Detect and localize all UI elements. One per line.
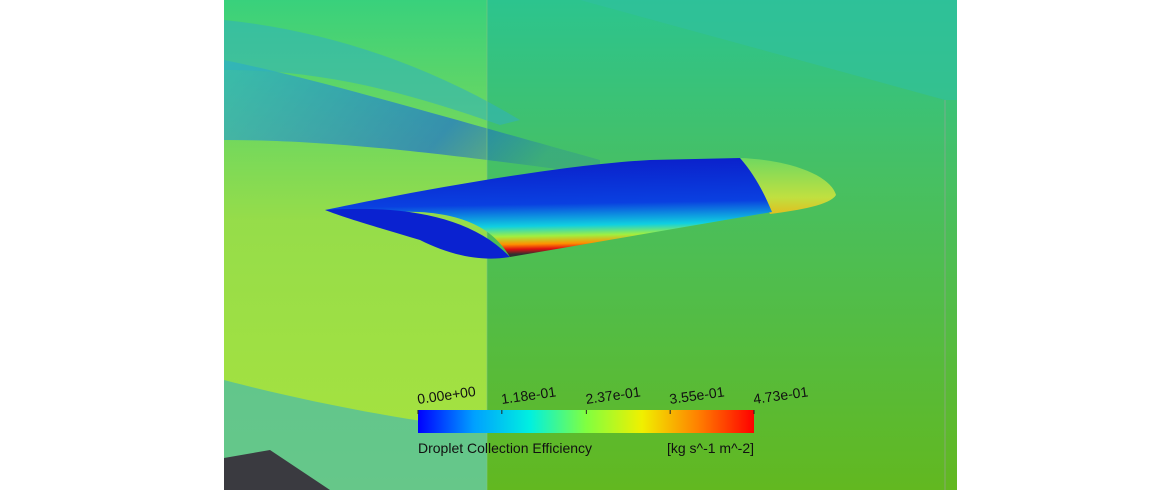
colorbar-ramp xyxy=(418,410,754,433)
colorbar-tick-label: 2.37e-01 xyxy=(585,383,642,407)
wake-streak xyxy=(224,20,520,125)
wake-streak xyxy=(224,60,600,175)
colorbar: Droplet Collection Efficiency [kg s^-1 m… xyxy=(416,383,809,456)
colorbar-title: Droplet Collection Efficiency xyxy=(418,440,592,456)
wing-root xyxy=(325,208,510,259)
colorbar-tick-label: 3.55e-01 xyxy=(668,383,725,407)
wing xyxy=(325,158,772,257)
lower-region xyxy=(224,380,487,490)
base-surface xyxy=(224,450,330,490)
colorbar-tick-label: 1.18e-01 xyxy=(500,383,557,407)
domain-face-top xyxy=(580,0,957,100)
colorbar-units: [kg s^-1 m^-2] xyxy=(667,440,754,456)
colorbar-tick-label: 4.73e-01 xyxy=(752,383,809,407)
